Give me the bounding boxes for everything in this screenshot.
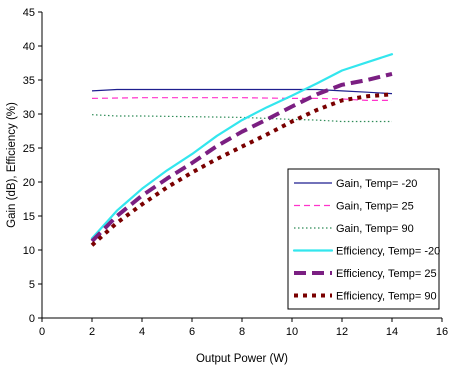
y-tick-label: 15 [23, 211, 35, 223]
y-axis-title: Gain (dB), Efficiency (%) [6, 102, 18, 228]
legend-label-3: Gain, Temp= 90 [336, 223, 414, 235]
x-tick-label: 0 [39, 326, 45, 338]
y-tick-label: 25 [23, 143, 35, 155]
legend-label-5: Efficiency, Temp= 25 [336, 268, 437, 280]
x-tick-label: 12 [336, 326, 348, 338]
y-tick-label: 10 [23, 245, 35, 257]
x-tick-label: 2 [89, 326, 95, 338]
y-tick-label: 30 [23, 109, 35, 121]
x-tick-label: 6 [189, 326, 195, 338]
legend-label-4: Efficiency, Temp= -20 [336, 246, 440, 258]
axes: 0 5 10 15 20 25 30 35 40 45 0 2 4 6 8 10 12 14 16 [23, 7, 448, 338]
legend-label-1: Gain, Temp= -20 [336, 178, 417, 190]
y-tick-label: 0 [29, 313, 35, 325]
x-tick-label: 4 [139, 326, 145, 338]
series-line-1 [91, 88, 393, 95]
y-tick-label: 20 [23, 177, 35, 189]
series-layer [90, 53, 394, 247]
legend: Gain, Temp= -20 Gain, Temp= 25 Gain, Temp=… [287, 168, 440, 310]
legend-label-6: Efficiency, Temp= 90 [336, 291, 437, 303]
y-tick-label: 45 [23, 7, 35, 19]
series-line-4 [90, 53, 394, 240]
y-tick-label: 35 [23, 75, 35, 87]
series-line-5 [90, 71, 393, 243]
x-tick-label: 14 [386, 326, 398, 338]
legend-box [287, 168, 440, 310]
x-axis-title: Output Power (W) [196, 353, 288, 365]
x-tick-label: 8 [239, 326, 245, 338]
series-line-2 [91, 97, 392, 102]
x-tick-label: 10 [286, 326, 298, 338]
x-tick-label: 16 [436, 326, 448, 338]
legend-label-2: Gain, Temp= 25 [336, 201, 414, 213]
y-tick-label: 40 [23, 41, 35, 53]
series-line-6 [90, 92, 393, 247]
y-tick-label: 5 [29, 279, 35, 291]
